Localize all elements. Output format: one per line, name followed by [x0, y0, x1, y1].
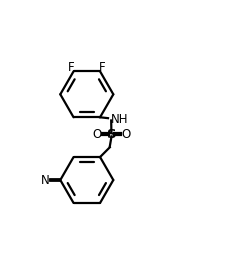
Text: S: S — [106, 128, 116, 140]
Text: O: O — [92, 128, 101, 140]
Text: NH: NH — [110, 113, 128, 126]
Text: F: F — [99, 61, 105, 74]
Text: F: F — [68, 61, 74, 74]
Text: N: N — [41, 174, 50, 187]
Text: O: O — [121, 128, 130, 140]
